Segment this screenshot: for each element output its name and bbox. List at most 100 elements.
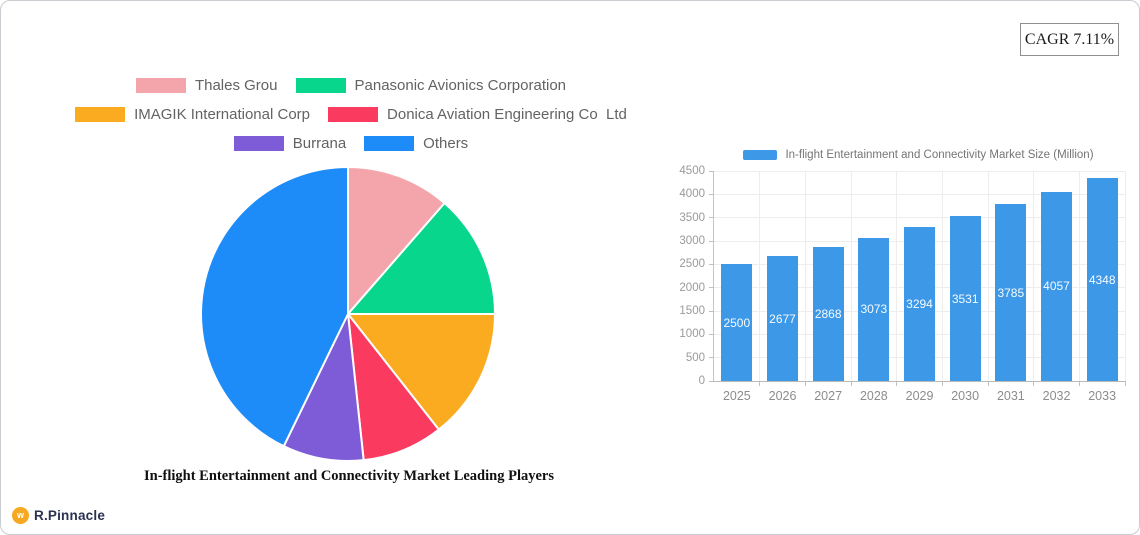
pie-legend: Thales Grou Panasonic Avionics Corporatio…	[1, 76, 701, 152]
bar-2030: 3531	[949, 216, 981, 381]
legend-item-others[interactable]: Others	[364, 135, 468, 152]
brand-name: R.Pinnacle	[34, 508, 106, 523]
legend-label-others: Others	[423, 134, 469, 152]
pie-chart	[200, 166, 496, 462]
legend-item-thales-grou[interactable]: Thales Grou	[135, 76, 278, 94]
x-axis-label: 2030	[951, 389, 980, 403]
bar-2026: 2677	[767, 256, 798, 381]
x-axis-tick	[759, 381, 761, 386]
x-axis-tick	[896, 381, 898, 386]
gridline-v	[850, 171, 852, 381]
cagr-badge: CAGR 7.11%	[1020, 23, 1119, 56]
pie-slice-burrana	[282, 313, 365, 462]
bar-value-label: 4057	[1043, 279, 1070, 294]
x-axis-tick	[941, 381, 943, 386]
legend-label-thales-grou: Thales Grou	[194, 76, 278, 94]
x-axis-tick	[1033, 381, 1035, 386]
legend-swatch-thales-grou	[135, 77, 186, 93]
bar-value-label: 4348	[1088, 272, 1116, 287]
gridline-v	[941, 171, 943, 381]
y-axis-label: 2000	[679, 281, 705, 294]
legend-label-burrana: Burrana	[292, 134, 347, 152]
pie-slice-imagik-international-corp	[347, 313, 496, 431]
y-axis-label: 2500	[679, 258, 705, 271]
x-axis-label: 2025	[722, 389, 751, 403]
bar-2031: 3785	[995, 204, 1027, 381]
gridline-h	[714, 170, 1125, 172]
legend-item-panasonic-avionics-corporation[interactable]: Panasonic Avionics Corporation	[295, 76, 567, 94]
bar-value-label: 2500	[723, 315, 751, 330]
x-axis-label: 2033	[1088, 389, 1117, 403]
y-axis-label: 4500	[679, 165, 705, 177]
x-axis-tick	[1124, 381, 1126, 386]
pie-legend-row: IMAGIK International Corp Donica Aviation…	[75, 106, 627, 123]
bar-legend-label: In-flight Entertainment and Connectivity…	[785, 149, 1094, 161]
bar-2033: 4348	[1086, 178, 1118, 381]
x-axis-tick	[1078, 381, 1080, 386]
y-axis-label: 500	[685, 351, 705, 364]
pie-title: In-flight Entertainment and Connectivity…	[143, 468, 554, 484]
brand-logo: w R.Pinnacle	[12, 507, 105, 524]
gridline-v	[804, 171, 806, 381]
legend-label-panasonic-avionics-corporation: Panasonic Avionics Corporation	[354, 76, 567, 94]
gridline-v	[1078, 171, 1080, 381]
gridline-h	[714, 217, 1125, 219]
y-axis-label: 3500	[679, 211, 705, 224]
x-axis-tick	[850, 381, 852, 386]
pie-legend-row: Thales Grou Panasonic Avionics Corporatio…	[135, 76, 567, 94]
bar-value-label: 3531	[951, 291, 979, 306]
y-axis-label: 0	[698, 375, 705, 387]
gridline-v	[1033, 171, 1035, 381]
gridline-v	[759, 171, 761, 381]
cagr-label: CAGR 7.11%	[1024, 30, 1115, 48]
gridline-v	[1124, 171, 1126, 381]
x-axis-label: 2028	[859, 389, 888, 403]
pie-slice-panasonic-avionics-corporation	[347, 202, 496, 315]
bar-value-label: 3785	[997, 285, 1025, 300]
legend-item-imagik-international-corp[interactable]: IMAGIK International Corp	[75, 106, 310, 123]
bar-2029: 3294	[904, 227, 935, 381]
y-axis-tick	[709, 357, 714, 359]
x-axis-label: 2031	[996, 389, 1025, 403]
x-axis-tick	[987, 381, 989, 386]
bar-2025: 2500	[721, 264, 753, 381]
legend-item-burrana[interactable]: Burrana	[233, 134, 347, 152]
y-axis-tick	[709, 310, 714, 312]
legend-swatch-burrana	[233, 135, 284, 151]
y-axis-tick	[709, 170, 714, 172]
gridline-v	[896, 171, 898, 381]
legend-swatch-others	[364, 135, 415, 151]
x-axis-tick	[804, 381, 806, 386]
y-axis-label: 1500	[679, 305, 705, 317]
legend-swatch-imagik-international-corp	[75, 106, 126, 122]
y-axis-tick	[709, 263, 714, 265]
legend-swatch-panasonic-avionics-corporation	[295, 77, 346, 93]
y-axis-label: 4000	[679, 188, 705, 201]
bar-value-label: 3294	[906, 297, 933, 312]
bar-chart-legend-item[interactable]: In-flight Entertainment and Connectivity…	[713, 148, 1124, 162]
legend-label-donica-aviation-engineering-co-ltd: Donica Aviation Engineering Co Ltd	[387, 105, 627, 123]
x-axis-label: 2029	[905, 389, 934, 403]
legend-item-donica-aviation-engineering-co-ltd[interactable]: Donica Aviation Engineering Co Ltd	[328, 106, 627, 123]
y-axis-tick	[709, 217, 714, 219]
bar-2032: 4057	[1041, 191, 1072, 381]
y-axis-tick	[709, 193, 714, 195]
y-axis-tick	[709, 240, 714, 242]
y-axis-tick	[709, 333, 714, 335]
bar-2027: 2868	[812, 247, 844, 381]
pie-slice-thales-grou	[347, 166, 446, 315]
y-axis-label: 1000	[679, 328, 705, 341]
y-axis-label: 3000	[679, 235, 705, 247]
bar-value-label: 3073	[860, 302, 888, 317]
x-axis-label: 2032	[1042, 389, 1071, 403]
pie-slice-donica-aviation-engineering-co-ltd	[347, 313, 440, 462]
y-axis-tick	[709, 380, 714, 382]
y-axis-tick	[709, 287, 714, 289]
legend-swatch-donica-aviation-engineering-co-ltd	[328, 106, 379, 122]
bar-value-label: 2868	[814, 307, 842, 322]
bar-plot: 0 500 1000 1500 2000 2500 3000 3500 4000 4500 2500…	[679, 165, 1126, 403]
legend-label-imagik-international-corp: IMAGIK International Corp	[134, 105, 311, 123]
gridline-h	[714, 193, 1125, 195]
pie-slice-others	[200, 166, 349, 448]
